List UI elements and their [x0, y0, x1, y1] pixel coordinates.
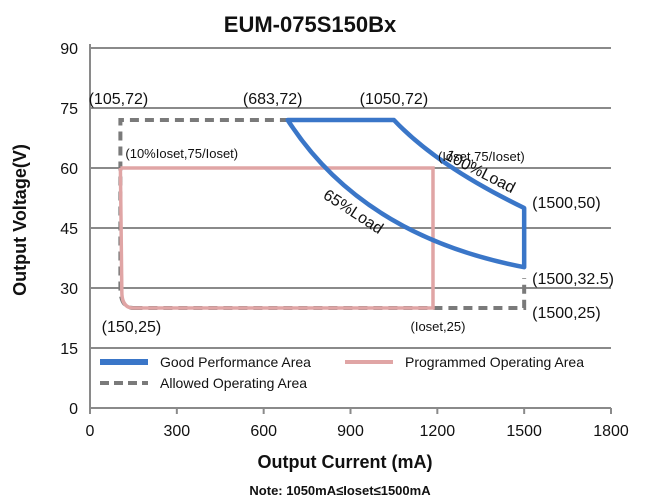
- x-axis-title: Output Current (mA): [258, 452, 433, 472]
- series-programmed-operating-area: [118, 166, 435, 310]
- annotation-label: (Ioset,75/Ioset): [438, 149, 525, 164]
- annotation-label: (105,72): [89, 91, 149, 108]
- axes: [89, 44, 612, 414]
- y-tick-label-90: 90: [60, 41, 78, 58]
- series-group: [118, 117, 527, 310]
- footnote: Note: 1050mA≤Ioset≤1500mA: [249, 483, 431, 498]
- x-tick-label-1800: 1800: [593, 423, 629, 440]
- series-good-performance-area: [285, 117, 527, 270]
- annotation-label: (1050,72): [360, 91, 429, 108]
- y-tick-label-45: 45: [60, 221, 78, 238]
- y-tick-label-75: 75: [60, 101, 78, 118]
- annotation-label: (1500,50): [532, 195, 601, 212]
- legend-label-programmed-operating: Programmed Operating Area: [405, 354, 584, 370]
- x-tick-label-1200: 1200: [420, 423, 456, 440]
- x-tick-label-600: 600: [250, 423, 277, 440]
- annotation-label: (Ioset,25): [411, 319, 466, 334]
- annotation-label: (683,72): [243, 91, 303, 108]
- annotations: (105,72) (683,72) (1050,72) (10%Ioset,75/Io…: [89, 91, 614, 336]
- legend-label-good-performance: Good Performance Area: [160, 354, 311, 370]
- annotation-label: (1500,25): [532, 305, 601, 322]
- y-tick-label-15: 15: [60, 341, 78, 358]
- y-axis-title: Output Voltage(V): [10, 144, 30, 296]
- chart-title: EUM-075S150Bx: [224, 12, 397, 37]
- y-tick-label-60: 60: [60, 161, 78, 178]
- y-tick-label-30: 30: [60, 281, 78, 298]
- y-tick-label-0: 0: [69, 401, 78, 418]
- x-tick-label-900: 900: [337, 423, 364, 440]
- x-tick-label-1500: 1500: [506, 423, 542, 440]
- legend-label-allowed-operating: Allowed Operating Area: [160, 375, 307, 391]
- legend: Good Performance Area Programmed Operati…: [100, 354, 584, 391]
- x-tick-label-0: 0: [86, 423, 95, 440]
- annotation-label: (10%Ioset,75/Ioset): [125, 146, 238, 161]
- annotation-label: (150,25): [102, 319, 162, 336]
- annotation-label: (1500,32.5): [532, 271, 614, 288]
- x-tick-label-300: 300: [163, 423, 190, 440]
